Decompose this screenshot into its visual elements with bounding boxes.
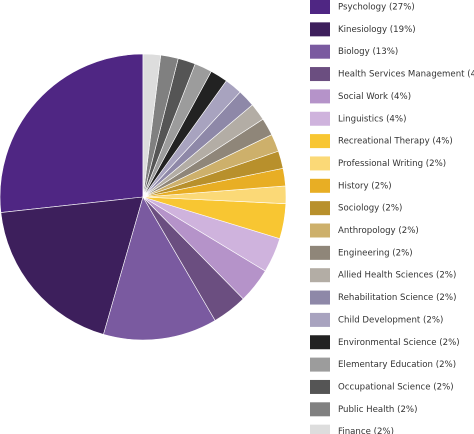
pie-slice xyxy=(0,53,144,213)
legend-swatch xyxy=(310,290,330,305)
legend-swatch xyxy=(310,424,330,434)
legend-label: Health Services Management (4%) xyxy=(338,70,474,80)
legend-swatch xyxy=(310,379,330,394)
legend-swatch xyxy=(310,245,330,260)
pie-slice xyxy=(0,196,144,335)
legend-label: Anthropology (2%) xyxy=(338,226,419,236)
legend-swatch xyxy=(310,201,330,216)
legend-label: Engineering (2%) xyxy=(338,248,413,258)
legend-swatch xyxy=(310,402,330,417)
legend-swatch xyxy=(310,156,330,171)
legend-label: Environmental Science (2%) xyxy=(338,338,460,348)
legend-label: Biology (13%) xyxy=(338,47,398,57)
legend-swatch xyxy=(310,22,330,37)
legend-swatch xyxy=(310,312,330,327)
legend-label: Public Health (2%) xyxy=(338,405,417,415)
legend-swatch xyxy=(310,223,330,238)
legend-label: Child Development (2%) xyxy=(338,315,443,325)
legend-swatch xyxy=(310,357,330,372)
legend-label: Sociology (2%) xyxy=(338,204,402,214)
legend-label: Finance (2%) xyxy=(338,427,394,434)
legend-swatch xyxy=(310,44,330,59)
legend-label: Recreational Therapy (4%) xyxy=(338,137,453,147)
legend-label: Social Work (4%) xyxy=(338,92,411,102)
legend-label: Psychology (27%) xyxy=(338,3,415,13)
legend-label: Professional Writing (2%) xyxy=(338,159,446,169)
legend-swatch xyxy=(310,134,330,149)
legend-label: Elementary Education (2%) xyxy=(338,360,456,370)
legend-label: Occupational Science (2%) xyxy=(338,382,454,392)
legend-label: Allied Health Sciences (2%) xyxy=(338,271,456,281)
legend-swatch xyxy=(310,111,330,126)
legend-label: History (2%) xyxy=(338,181,392,191)
legend-label: Rehabilitation Science (2%) xyxy=(338,293,456,303)
legend-swatch xyxy=(310,67,330,82)
legend-label: Kinesiology (19%) xyxy=(338,25,416,35)
legend-swatch xyxy=(310,268,330,283)
pie-slice xyxy=(103,196,216,341)
legend-swatch xyxy=(310,335,330,350)
legend-swatch xyxy=(310,178,330,193)
legend-swatch xyxy=(310,89,330,104)
legend-label: Linguistics (4%) xyxy=(338,114,406,124)
legend-swatch xyxy=(310,0,330,14)
pie-slice xyxy=(142,53,162,198)
